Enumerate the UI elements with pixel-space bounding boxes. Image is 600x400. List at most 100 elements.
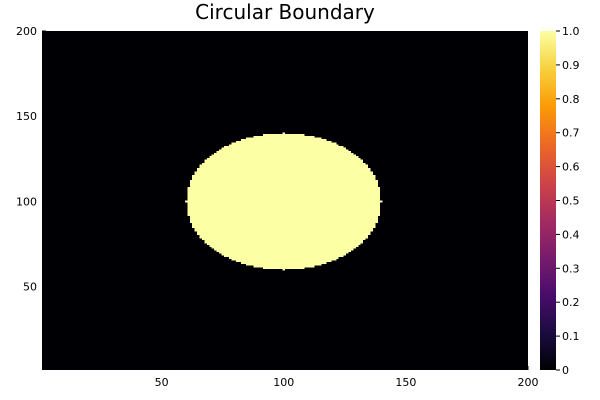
colorbar-tick-label: 0.3: [562, 262, 580, 275]
heatmap-row: [192, 226, 376, 229]
heatmap-row: [189, 215, 378, 218]
heatmap-row: [194, 173, 373, 176]
heatmap-row: [199, 234, 369, 237]
y-tick-label: 150: [16, 110, 37, 123]
heatmap-row: [189, 180, 378, 183]
colorbar-tick-label: 0.2: [562, 296, 580, 309]
colorbar-tick-label: 0.4: [562, 228, 580, 241]
heatmap-row: [206, 157, 361, 161]
heatmap-row: [253, 265, 315, 268]
colorbar-tick-label: 0.6: [562, 161, 580, 174]
heatmap-row: [219, 251, 349, 254]
heatmap-row: [187, 214, 381, 217]
heatmap-row: [192, 178, 376, 181]
heatmap-row: [187, 197, 381, 200]
heatmap-row: [197, 168, 371, 171]
x-tick-label: 150: [395, 376, 416, 389]
heatmap-row: [192, 176, 376, 179]
heatmap-row: [189, 217, 378, 220]
heatmap-row: [209, 244, 359, 247]
colorbar-tick-label: 0.5: [562, 195, 580, 208]
heatmap-row: [189, 220, 378, 224]
heatmap-row: [187, 202, 381, 205]
heatmap-row: [231, 142, 337, 145]
heatmap-row: [231, 258, 337, 261]
heatmap-row: [204, 241, 364, 244]
heatmap-row: [194, 171, 373, 174]
heatmap-row: [219, 149, 349, 152]
x-tick-label: 100: [273, 376, 294, 389]
heatmap-row: [236, 140, 332, 143]
heatmap-row: [253, 135, 315, 138]
colorbar-tick-label: 0.9: [562, 59, 580, 72]
heatmap-row: [192, 174, 376, 178]
colorbar-tick-label: 0.8: [562, 93, 580, 106]
heatmap-row: [187, 190, 381, 193]
heatmap-row: [187, 191, 381, 195]
y-tick-label: 200: [16, 25, 37, 38]
heatmap-row: [204, 159, 364, 162]
heatmap-row: [187, 212, 381, 215]
heatmap-row: [245, 263, 322, 266]
heatmap-row: [187, 203, 381, 207]
heatmap-row: [206, 243, 361, 246]
x-tick-label: 50: [155, 376, 169, 389]
y-tick-label: 100: [16, 195, 37, 208]
heatmap-row: [204, 161, 364, 164]
heatmap-row: [184, 200, 383, 203]
plot-area: [42, 31, 528, 370]
heatmap-row: [201, 163, 366, 166]
colorbar-tick-label: 0: [562, 364, 569, 377]
y-axis: 50 100 150 200: [16, 25, 46, 294]
heatmap-row: [223, 255, 344, 258]
heatmap-row: [201, 237, 366, 241]
heatmap-row: [216, 249, 351, 253]
chart-title: Circular Boundary: [195, 0, 375, 24]
heatmap-row: [228, 144, 339, 147]
heatmap-row: [197, 232, 371, 235]
heatmap-row: [204, 239, 364, 242]
heatmap-row: [189, 219, 378, 222]
y-tick-label: 50: [23, 281, 37, 294]
colorbar-tick-label: 0.1: [562, 330, 580, 343]
x-tick-label: 200: [518, 376, 539, 389]
heatmap-row: [187, 209, 381, 212]
heatmap-row: [221, 147, 347, 150]
heatmap-row: [241, 139, 327, 142]
heatmap-row: [223, 145, 344, 149]
heatmap-row: [197, 169, 371, 172]
colorbar-tick-label: 1.0: [562, 25, 580, 38]
heatmap-row: [187, 186, 381, 189]
heatmap-row: [214, 152, 354, 155]
heatmap-row: [187, 205, 381, 208]
heatmap-row: [245, 137, 322, 140]
heatmap-row: [216, 151, 351, 154]
heatmap-row: [189, 183, 378, 186]
heatmap-row: [228, 256, 339, 259]
heatmap-row: [263, 266, 305, 270]
heatmap-row: [236, 260, 332, 263]
heatmap-row: [282, 268, 285, 271]
heatmap-row: [221, 253, 347, 256]
heatmap-row: [187, 193, 381, 196]
x-axis: 50 100 150 200: [155, 366, 539, 389]
heatmap-row: [187, 188, 381, 191]
heatmap-row: [187, 195, 381, 198]
colorbar-tick-label: 0.7: [562, 127, 580, 140]
heatmap-row: [211, 154, 356, 157]
heatmap-row: [187, 198, 381, 201]
heatmap-row: [189, 185, 378, 188]
heatmap-row: [194, 229, 373, 232]
heatmap-row: [189, 181, 378, 184]
circle-region: [184, 132, 383, 271]
heatmap-row: [187, 210, 381, 213]
heatmap-row: [209, 156, 359, 159]
colorbar: 0 0.1 0.2 0.3 0.4 0.5 0.6 0.7 0.8 0.9 1.0: [540, 25, 580, 377]
heatmap-row: [211, 246, 356, 249]
heatmap-row: [192, 222, 376, 225]
heatmap-row: [194, 227, 373, 230]
heatmap-row: [214, 248, 354, 251]
heatmap-row: [199, 166, 369, 169]
heatmap-row: [282, 132, 285, 135]
